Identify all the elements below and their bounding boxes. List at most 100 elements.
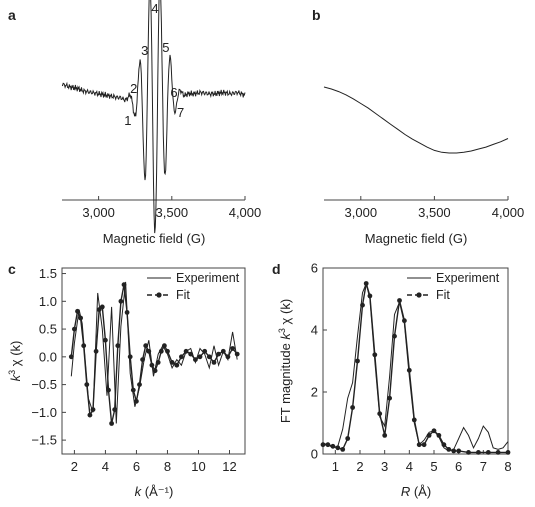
panel-c-y-tick-label: 0.0 [39,349,57,364]
panel-d-fit-point [340,447,346,452]
panel-d-legend-fit-marker [416,292,422,298]
panel-b-x-tick-label: 3,000 [345,205,378,220]
panel-a-peak-label-5: 5 [162,40,169,55]
panel-d-x-tick-label: 5 [430,459,437,474]
panel-c-fit-point [137,382,142,387]
panel-c-legend-experiment-label: Experiment [176,271,240,285]
panel-d-plot-frame [322,267,509,455]
panel-c-fit-point [152,368,158,374]
panel-c-fit-point [68,354,74,360]
panel-a-peak-label-3: 3 [141,43,148,58]
panel-c-fit-point [183,348,189,354]
panel-c-fit-point [211,360,217,365]
panel-label-a: a [8,7,16,23]
panel-c-fit-point [84,382,90,387]
panel-d-fit-point [416,442,422,448]
panel-b-x-tick-label: 3,500 [418,205,451,220]
panel-d-x-tick-label: 6 [455,459,462,474]
panel-c-fit-point [81,343,87,349]
panel-c-fit-point [162,343,167,349]
panel-d-fit-point [485,450,491,455]
panel-c-fit-point [90,407,96,412]
panel-d-fit-point [431,428,437,434]
panel-b-series-line [323,86,509,154]
panel-c-fit-point [75,308,80,314]
panel-d-x-axis-label: R (Å) [401,484,431,499]
panel-c-legend-fit-label: Fit [176,288,190,302]
panel-d-legend-experiment-label: Experiment [436,271,500,285]
panel-d-fit-point [411,417,417,423]
panel-d-fit-point [330,443,336,449]
panel-d-fit-point [392,333,397,339]
panel-c-x-tick-label: 8 [164,459,171,474]
panel-d-fit-point [355,358,360,364]
panel-d-fit-point [367,293,373,299]
panel-c-y-tick-label: 1.5 [39,266,57,281]
panel-d-y-tick-label: 2 [311,385,318,400]
panel-c-fit-point [99,304,105,310]
panel-b-x-tick-label: 4,000 [492,205,525,220]
panel-c-fit-point [143,343,149,349]
panel-a-peak-label-2: 2 [130,81,137,96]
panel-c-fit-point [197,354,203,360]
panel-c-fit-point [121,282,127,288]
panel-c-y-tick-label: −1.5 [31,433,57,448]
panel-label-c: c [8,261,16,277]
panel-a-x-tick-label: 3,000 [82,205,115,220]
panel-d-fit-point [446,447,452,452]
panel-d-fit-point [402,318,407,324]
panel-c-fit-point [165,348,170,354]
panel-c-fit-point [188,351,194,357]
panel-c-fit-point [130,387,136,393]
panel-c-fit-point [134,398,139,404]
panel-d-fit-point [466,450,471,455]
panel-d-legend: Experiment Fit [407,271,500,302]
panel-d-fit-point [421,442,427,448]
panel-c-fit-point [234,351,240,357]
panel-d-fit-point [382,433,388,438]
panel-d-fit-point [476,450,481,455]
panel-d-x-tick-label: 4 [406,459,413,474]
panel-a-x-axis-label: Magnetic field (G) [103,231,206,246]
panel-d-fit-point [350,405,355,410]
panel-c-fit-point [103,337,108,343]
panel-a-peak-label-6: 6 [170,85,177,100]
panel-d-fit-point [456,448,462,454]
panel-d-fit-point [360,302,365,308]
panel-c-fit-point [158,348,164,354]
panel-d-series-fit [323,283,508,454]
panel-c-fit-point [106,387,111,393]
panel-c-fit-point [109,421,114,426]
panel-c-fit-point [149,362,155,368]
panel-c-fit-point [179,354,184,360]
panel-d-fit-point [505,450,511,455]
panel-a-series-line [61,0,246,234]
panel-c-y-tick-label: −1.0 [31,405,57,420]
panel-d-x-tick-label: 3 [381,459,388,474]
panel-d-x-tick-label: 7 [480,459,487,474]
panel-d-fit-point [372,352,378,358]
panel-c-fit-point [112,407,118,412]
panel-c-fit-point [174,362,180,368]
panel-c-fit-point [72,326,77,332]
panel-c-x-tick-label: 12 [222,459,236,474]
panel-c-fit-point [87,412,93,418]
panel-d-y-tick-label: 4 [311,323,318,338]
panel-d-fit-point [436,433,442,438]
panel-d-y-tick-label: 0 [311,447,318,462]
panel-c-fit-point [225,354,231,360]
panel-d-y-axis-label: FT magnitude k3 χ (k) [277,299,293,423]
panel-c-x-tick-label: 2 [71,459,78,474]
panel-c-y-axis-label: k3 χ (k) [7,341,23,382]
panel-a-x-tick-label: 3,500 [156,205,189,220]
panel-c-fit-point [206,354,212,360]
panel-label-b: b [312,7,321,23]
panel-d-x-tick-label: 1 [332,459,339,474]
panel-c-x-tick-label: 10 [191,459,205,474]
panel-c-fit-point [93,348,99,354]
panel-c-fit-point [202,348,208,354]
panel-label-d: d [272,261,281,277]
panel-c-plot-frame [61,267,246,455]
panel-b-x-axis-label: Magnetic field (G) [365,231,468,246]
panel-d-fit-point [320,442,326,448]
